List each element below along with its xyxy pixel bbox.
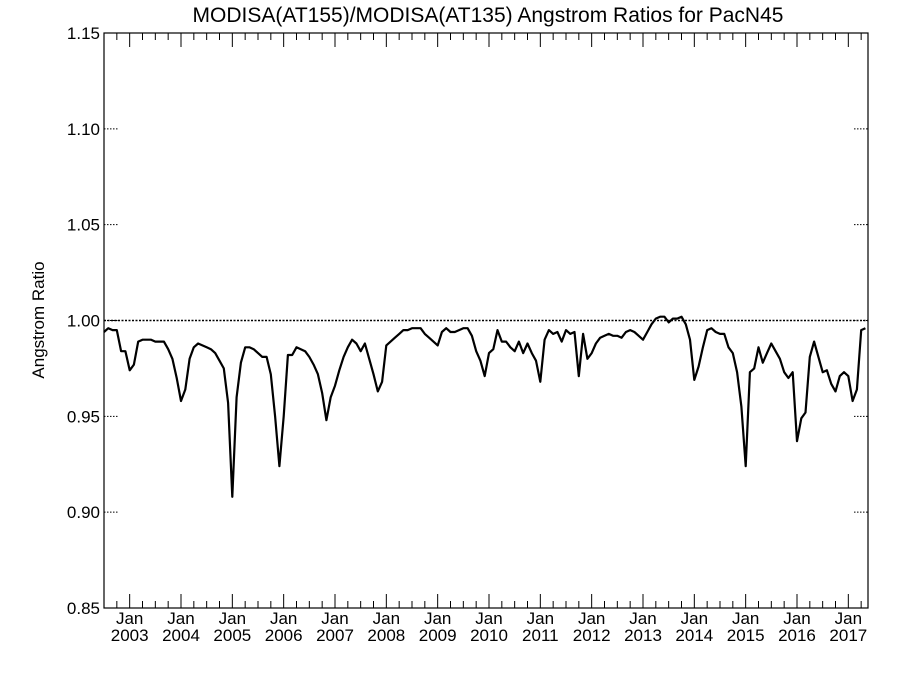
y-tick-label: 1.15 <box>67 24 100 43</box>
x-tick-year-label: 2011 <box>522 626 559 645</box>
x-tick-month-label: Jan <box>475 609 502 628</box>
x-tick-month-label: Jan <box>116 609 143 628</box>
x-tick-year-label: 2012 <box>573 626 611 645</box>
y-axis-label: Angstrom Ratio <box>29 261 48 378</box>
x-tick-month-label: Jan <box>527 609 554 628</box>
x-tick-year-label: 2003 <box>111 626 149 645</box>
x-tick-month-label: Jan <box>835 609 862 628</box>
x-tick-month-label: Jan <box>219 609 246 628</box>
x-tick-year-label: 2004 <box>162 626 200 645</box>
x-tick-year-label: 2008 <box>367 626 405 645</box>
x-tick-year-label: 2007 <box>316 626 354 645</box>
y-tick-label: 1.05 <box>67 216 100 235</box>
y-tick-label: 0.95 <box>67 407 100 426</box>
x-tick-year-label: 2017 <box>829 626 867 645</box>
x-tick-month-label: Jan <box>270 609 297 628</box>
x-tick-month-label: Jan <box>373 609 400 628</box>
y-tick-label: 0.90 <box>67 503 100 522</box>
x-tick-year-label: 2009 <box>419 626 457 645</box>
x-tick-year-label: 2016 <box>778 626 816 645</box>
series-line <box>103 315 866 498</box>
x-tick-year-label: 2006 <box>265 626 303 645</box>
x-tick-year-label: 2013 <box>624 626 662 645</box>
x-tick-year-label: 2014 <box>675 626 713 645</box>
y-tick-label: 0.85 <box>67 599 100 618</box>
x-tick-month-label: Jan <box>578 609 605 628</box>
y-tick-label: 1.00 <box>67 312 100 331</box>
x-tick-month-label: Jan <box>167 609 194 628</box>
x-tick-month-label: Jan <box>629 609 656 628</box>
x-tick-month-label: Jan <box>732 609 759 628</box>
x-tick-year-label: 2015 <box>727 626 765 645</box>
x-tick-month-label: Jan <box>321 609 348 628</box>
x-tick-month-label: Jan <box>783 609 810 628</box>
plot-area: 0.850.900.951.001.051.101.15Jan2003Jan20… <box>67 24 869 645</box>
y-tick-label: 1.10 <box>67 120 100 139</box>
x-tick-year-label: 2005 <box>213 626 251 645</box>
x-tick-month-label: Jan <box>424 609 451 628</box>
chart-title: MODISA(AT155)/MODISA(AT135) Angstrom Rat… <box>193 4 784 27</box>
x-tick-month-label: Jan <box>681 609 708 628</box>
x-tick-year-label: 2010 <box>470 626 508 645</box>
